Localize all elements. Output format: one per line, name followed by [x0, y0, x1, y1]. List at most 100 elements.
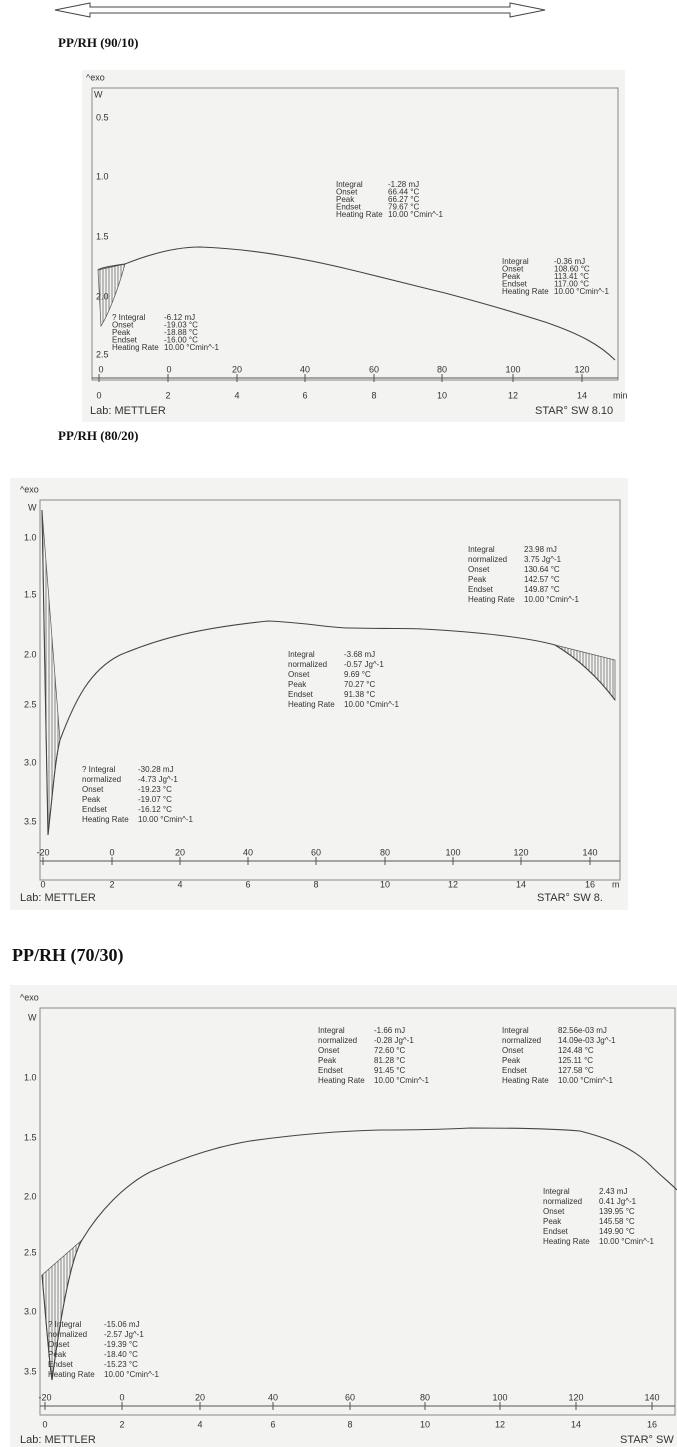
time-tick-label: 12 — [495, 1419, 505, 1429]
temperature-tick-label: 20 — [175, 847, 185, 857]
annotation-value: 23.98 mJ — [524, 545, 557, 554]
hatched-peak — [97, 263, 126, 328]
annotation-value: 14.09e-03 Jg^-1 — [558, 1036, 616, 1045]
lab-label: Lab: METTLER — [20, 1434, 96, 1446]
annotation-value: 125.11 °C — [558, 1056, 593, 1065]
software-label: STAR° SW 8. — [537, 892, 603, 904]
unit-label: W — [94, 89, 103, 99]
time-tick-label: 0 — [40, 879, 45, 889]
annotation-key: Integral — [543, 1187, 570, 1196]
annotation-value: 10.00 °Cmin^-1 — [344, 700, 400, 709]
annotation-key: normalized — [48, 1330, 87, 1339]
annotation-value: 3.75 Jg^-1 — [524, 555, 562, 564]
annotation-key: Endset — [543, 1227, 569, 1236]
annotation-value: 142.57 °C — [524, 575, 560, 584]
annotation-key: Peak — [48, 1350, 67, 1359]
time-tick-label: 4 — [177, 879, 182, 889]
annotation-key: Peak — [543, 1217, 562, 1226]
temperature-tick-label: 0 — [166, 364, 171, 374]
time-tick-label: 10 — [420, 1419, 430, 1429]
annotation-key: normalized — [82, 775, 121, 784]
time-tick-label: 4 — [197, 1419, 202, 1429]
annotation-key: Onset — [336, 188, 358, 197]
annotation-value: -16.00 °C — [164, 336, 198, 345]
time-tick-label: 14 — [577, 390, 587, 400]
annotation-value: 149.87 °C — [524, 585, 560, 594]
annotation-key: Onset — [82, 785, 104, 794]
time-tick-label: 2 — [165, 390, 170, 400]
annotation-key: Endset — [336, 203, 362, 212]
annotation-key: Heating Rate — [318, 1076, 365, 1085]
annotation-value: -18.40 °C — [104, 1350, 138, 1359]
annotation-key: Endset — [112, 336, 138, 345]
scan-background — [82, 70, 625, 422]
figure-label: PP/RH (70/30) — [12, 945, 123, 966]
temperature-tick-label: 100 — [492, 1392, 507, 1402]
temperature-tick-label: 100 — [445, 847, 460, 857]
temperature-tick-label: 0 — [98, 364, 103, 374]
annotation-key: Peak — [288, 680, 307, 689]
annotation-value: -16.12 °C — [138, 805, 172, 814]
dsc-curve — [97, 246, 616, 361]
time-tick-label: 10 — [380, 879, 390, 889]
temperature-tick-label: 60 — [369, 364, 379, 374]
annotation-key: ? Integral — [82, 765, 116, 774]
y-tick-label: 3.0 — [24, 1306, 37, 1316]
annotation-key: Integral — [336, 180, 363, 189]
y-tick-label: 1.0 — [24, 1072, 37, 1082]
annotation-key: Heating Rate — [468, 595, 515, 604]
scan-background — [10, 478, 628, 910]
annotation-key: Heating Rate — [48, 1370, 95, 1379]
annotation-key: Peak — [112, 328, 131, 337]
time-tick-label: 2 — [119, 1419, 124, 1429]
annotation-key: normalized — [468, 555, 507, 564]
annotation-key: normalized — [318, 1036, 357, 1045]
annotation-value: -3.68 mJ — [344, 650, 375, 659]
annotation-value: 72.60 °C — [374, 1046, 405, 1055]
annotation-value: -0.57 Jg^-1 — [344, 660, 384, 669]
annotation-key: Heating Rate — [82, 815, 129, 824]
annotation-value: 113.41 °C — [554, 272, 589, 281]
figure-label: PP/RH (90/10) — [58, 35, 139, 50]
temperature-tick-label: 40 — [300, 364, 310, 374]
annotation-value: 10.00 °Cmin^-1 — [524, 595, 580, 604]
temperature-tick-label: 140 — [644, 1392, 659, 1402]
y-tick-label: 1.0 — [96, 171, 109, 181]
annotation-value: -30.28 mJ — [138, 765, 174, 774]
exo-label: ^exo — [20, 484, 39, 494]
annotation-key: Peak — [502, 272, 521, 281]
software-label: STAR° SW 8.10 — [535, 405, 613, 417]
temperature-tick-label: 0 — [119, 1392, 124, 1402]
annotation-key: Heating Rate — [543, 1237, 590, 1246]
exo-label: ^exo — [86, 72, 105, 82]
time-tick-label: 6 — [245, 879, 250, 889]
time-tick-label: 14 — [571, 1419, 581, 1429]
annotation-value: -0.28 Jg^-1 — [374, 1036, 414, 1045]
time-tick-label: 0 — [42, 1419, 47, 1429]
temperature-tick-label: 120 — [513, 847, 528, 857]
annotation-key: Endset — [318, 1066, 344, 1075]
annotation-key: Onset — [502, 265, 524, 274]
temperature-tick-label: 60 — [311, 847, 321, 857]
annotation-key: Endset — [502, 280, 528, 289]
temperature-tick-label: 80 — [437, 364, 447, 374]
annotation-value: -19.07 °C — [138, 795, 172, 804]
time-unit: m — [612, 879, 620, 889]
annotation-value: 9.69 °C — [344, 670, 371, 679]
annotation-key: Endset — [48, 1360, 74, 1369]
annotation-value: -4.73 Jg^-1 — [138, 775, 178, 784]
y-tick-label: 3.5 — [24, 816, 37, 826]
temperature-tick-label: 120 — [568, 1392, 583, 1402]
time-tick-label: 16 — [647, 1419, 657, 1429]
annotation-value: 10.00 °Cmin^-1 — [164, 343, 220, 352]
time-tick-label: 0 — [96, 390, 101, 400]
annotation-value: 117.00 °C — [554, 280, 589, 289]
dsc-curve — [41, 1127, 677, 1381]
annotation-value: 10.00 °Cmin^-1 — [104, 1370, 160, 1379]
temperature-tick-label: 100 — [505, 364, 520, 374]
annotation-key: Integral — [468, 545, 495, 554]
figure-panel: PP/RH (80/20) ^exo W 1.0 1.5 2.0 2.5 3.0 3.5 -20 0… — [10, 428, 628, 910]
exo-label: ^exo — [20, 992, 39, 1002]
unit-label: W — [28, 1012, 37, 1022]
annotation-value: -19.23 °C — [138, 785, 172, 794]
